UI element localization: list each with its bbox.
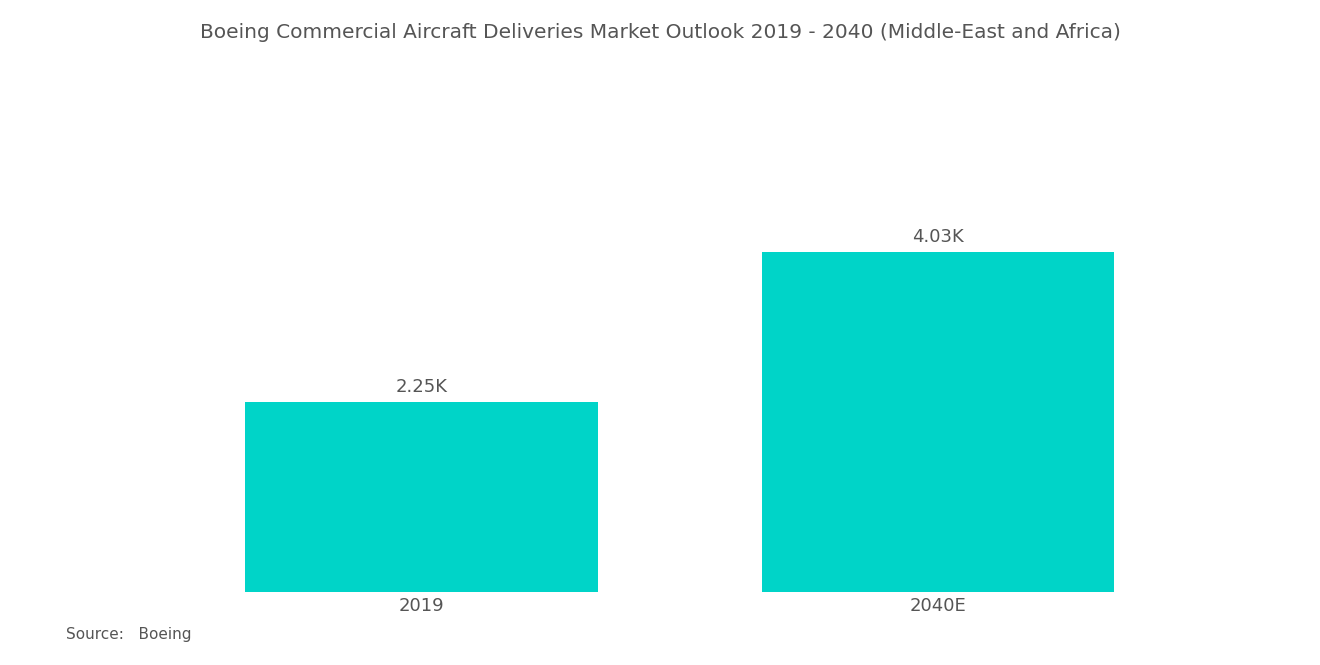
Bar <box>762 253 1114 592</box>
Text: 2.25K: 2.25K <box>396 378 447 396</box>
Text: Source:   Boeing: Source: Boeing <box>66 626 191 642</box>
Bar <box>246 402 598 592</box>
Text: Boeing Commercial Aircraft Deliveries Market Outlook 2019 - 2040 (Middle-East an: Boeing Commercial Aircraft Deliveries Ma… <box>199 23 1121 43</box>
Text: 4.03K: 4.03K <box>912 227 964 245</box>
